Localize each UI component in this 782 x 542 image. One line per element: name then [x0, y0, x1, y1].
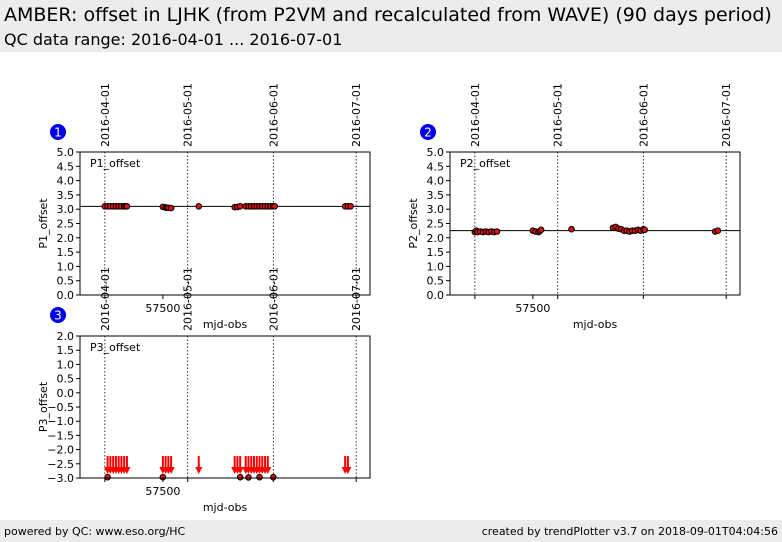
chart-badge-number: 3 — [54, 309, 62, 323]
date-marker-label: 2016-07-01 — [350, 83, 363, 147]
data-point — [236, 203, 244, 210]
y-tick-label: 5.0 — [57, 146, 75, 159]
report-footer: powered by QC: www.eso.org/HC created by… — [0, 520, 782, 542]
data-point — [236, 473, 244, 481]
y-tick-label: 2.0 — [57, 330, 75, 343]
y-tick-label: −3.0 — [47, 472, 74, 485]
y-tick-label: 4.0 — [427, 175, 445, 188]
data-point — [568, 225, 575, 233]
x-axis-title: mjd-obs — [573, 318, 618, 331]
y-tick-label: −1.5 — [47, 429, 74, 442]
y-tick-label: 2.0 — [57, 232, 75, 245]
date-marker-label: 2016-05-01 — [552, 83, 565, 147]
y-tick-label: 1.5 — [57, 246, 75, 259]
y-tick-label: 3.5 — [57, 189, 75, 202]
data-point — [123, 203, 131, 210]
series-label: P1_offset — [90, 157, 141, 170]
date-marker-label: 2016-07-01 — [720, 83, 733, 147]
y-tick-label: 4.0 — [57, 175, 75, 188]
x-tick-label: 57500 — [145, 302, 180, 315]
date-marker-label: 2016-06-01 — [267, 267, 280, 331]
series-label: P2_offset — [460, 157, 511, 170]
data-point — [167, 204, 175, 212]
y-tick-label: 2.0 — [427, 232, 445, 245]
data-point — [714, 227, 722, 234]
y-tick-label: 1.0 — [427, 260, 445, 273]
data-point — [271, 203, 279, 210]
data-point — [641, 226, 649, 234]
report-subtitle: QC data range: 2016-04-01 ... 2016-07-01 — [4, 30, 343, 49]
y-tick-label: 0.5 — [427, 275, 445, 288]
y-axis-title: P2_offset — [407, 198, 420, 249]
plot-frame — [449, 151, 741, 296]
y-axis-title: P3_offset — [37, 381, 50, 432]
date-marker-label: 2016-06-01 — [267, 83, 280, 147]
footer-generator: created by trendPlotter v3.7 on 2018-09-… — [481, 525, 778, 538]
y-tick-label: 4.5 — [427, 160, 445, 173]
y-tick-label: 0.0 — [57, 387, 75, 400]
y-tick-label: 0.5 — [57, 275, 75, 288]
y-tick-label: 3.5 — [427, 189, 445, 202]
chart-1: 1 2016-04-01 2016-05-01 2016-06-01 2016-07-0… — [37, 83, 371, 331]
out-of-range-arrowhead — [195, 467, 203, 474]
y-tick-label: −1.0 — [47, 415, 74, 428]
y-tick-label: 3.0 — [427, 203, 445, 216]
data-point — [537, 226, 545, 234]
out-of-range-arrowhead — [236, 467, 244, 474]
date-marker-label: 2016-04-01 — [469, 83, 482, 147]
y-tick-label: 1.0 — [57, 358, 75, 371]
date-marker-label: 2016-06-01 — [637, 83, 650, 147]
data-point — [493, 228, 501, 235]
date-marker-label: 2016-05-01 — [182, 83, 195, 147]
data-point — [347, 203, 354, 210]
chart-badge — [420, 124, 436, 140]
chart-3: 3 2016-04-01 2016-05-01 2016-06-01 2016-07-0… — [37, 267, 371, 514]
chart-badge — [50, 307, 66, 323]
series-label: P3_offset — [90, 341, 141, 354]
report-title: AMBER: offset in LJHK (from P2VM and rec… — [4, 4, 772, 26]
y-tick-label: 1.5 — [427, 246, 445, 259]
data-point — [256, 473, 263, 481]
y-tick-label: 5.0 — [427, 146, 445, 159]
date-marker-label: 2016-07-01 — [350, 267, 363, 331]
date-marker-label: 2016-04-01 — [99, 83, 112, 147]
y-tick-label: 0.5 — [57, 373, 75, 386]
y-tick-label: 2.5 — [427, 218, 445, 231]
x-axis-title: mjd-obs — [203, 318, 248, 331]
chart-2: 2 2016-04-01 2016-05-01 2016-06-01 2016-07-0… — [407, 83, 741, 331]
y-tick-label: −2.0 — [47, 444, 74, 457]
y-tick-label: −0.5 — [47, 401, 74, 414]
x-tick-label: 57500 — [515, 302, 550, 315]
plot-frame — [79, 335, 371, 479]
y-tick-label: 0.0 — [57, 289, 75, 302]
out-of-range-arrowhead — [167, 467, 175, 474]
data-point — [245, 474, 252, 481]
y-tick-label: 2.5 — [57, 218, 75, 231]
data-point — [159, 473, 167, 481]
report-header: AMBER: offset in LJHK (from P2VM and rec… — [0, 0, 782, 52]
x-axis-title: mjd-obs — [203, 501, 248, 514]
y-tick-label: 1.5 — [57, 344, 75, 357]
data-point — [104, 473, 111, 481]
out-of-range-arrowhead — [123, 467, 131, 474]
y-tick-label: 4.5 — [57, 160, 75, 173]
plot-frame — [79, 151, 371, 296]
y-tick-label: 1.0 — [57, 260, 75, 273]
footer-credit: powered by QC: www.eso.org/HC — [4, 525, 186, 538]
data-point — [270, 473, 277, 481]
out-of-range-arrowhead — [344, 467, 352, 474]
chart-badge — [50, 124, 66, 140]
out-of-range-arrowhead — [264, 467, 272, 474]
y-tick-label: −2.5 — [47, 458, 74, 471]
y-tick-label: 0.0 — [427, 289, 445, 302]
x-tick-label: 57500 — [145, 485, 180, 498]
date-marker-label: 2016-04-01 — [99, 267, 112, 331]
data-point — [195, 203, 203, 210]
y-tick-label: 3.0 — [57, 203, 75, 216]
chart-badge-number: 2 — [424, 126, 432, 140]
date-marker-label: 2016-05-01 — [182, 267, 195, 331]
y-axis-title: P1_offset — [37, 198, 50, 249]
chart-badge-number: 1 — [54, 126, 62, 140]
